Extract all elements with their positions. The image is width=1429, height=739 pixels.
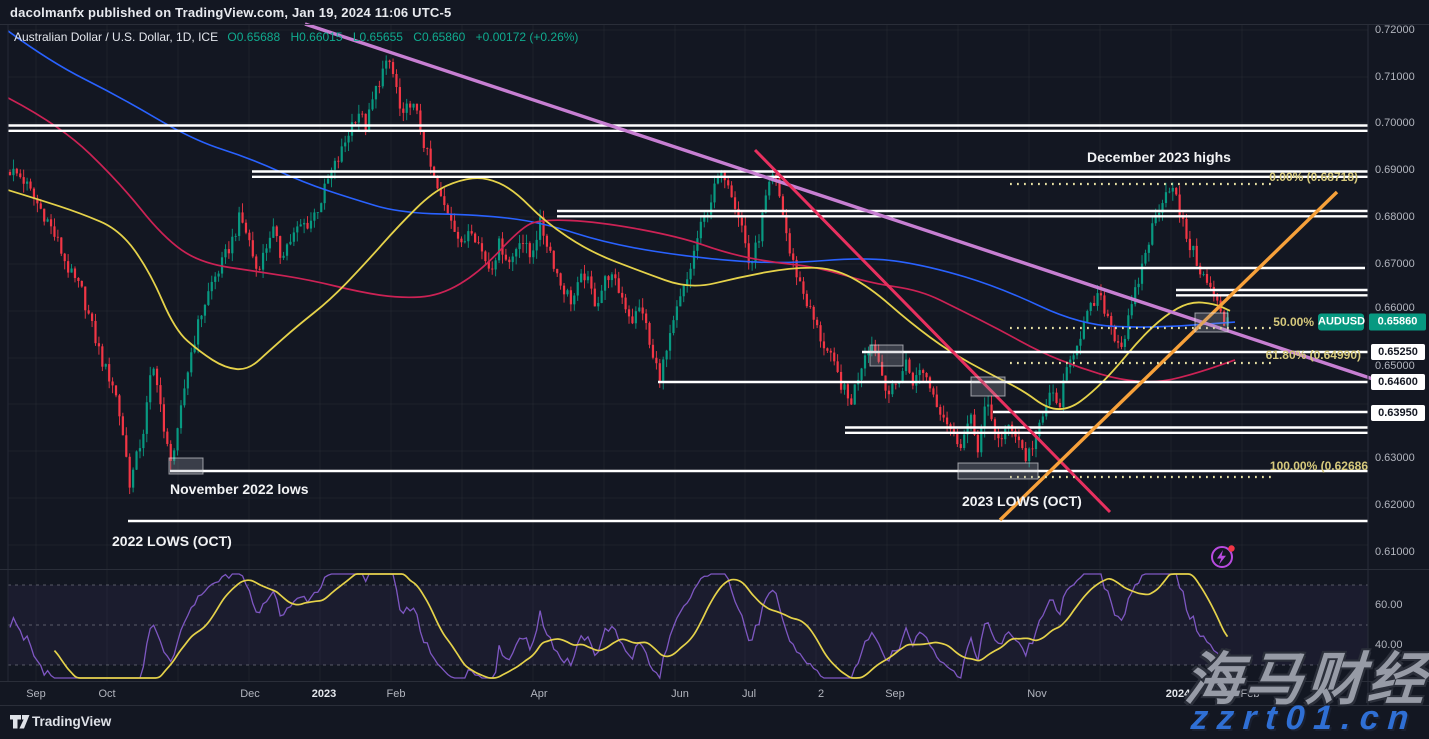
- price-axis-label: 0.68000: [1375, 211, 1415, 223]
- time-axis-label: Jul: [741, 688, 757, 700]
- time-axis-label: 2024: [1165, 688, 1191, 700]
- ohlc-open: O0.65688: [227, 30, 281, 44]
- rsi-axis-label: 60.00: [1375, 599, 1403, 611]
- highlight-boxes[interactable]: [168, 312, 1229, 480]
- timeaxis-separator: [0, 681, 1429, 682]
- price-axis-label: 0.70000: [1375, 117, 1415, 129]
- zone-box: [869, 344, 904, 367]
- rsi-ma-line: [53, 573, 1229, 679]
- price-axis-label: 0.67000: [1375, 258, 1415, 270]
- price-level-label: 0.63950: [1371, 405, 1425, 421]
- fib-label: 0.00% (0.68718): [1269, 170, 1358, 184]
- panel-separator: [0, 569, 1429, 570]
- time-axis-label: Nov: [1027, 688, 1047, 700]
- change-value: +0.00172 (+0.26%): [475, 30, 579, 44]
- zone-box: [957, 462, 1039, 480]
- time-axis-label: 2023: [311, 688, 337, 700]
- fib-label: 100.00% (0.62686: [1269, 459, 1368, 473]
- time-axis-label: Sep: [26, 688, 46, 700]
- time-axis-label: Oct: [98, 688, 116, 700]
- ma-line-red: [7, 97, 1236, 383]
- zone-box: [970, 376, 1006, 397]
- price-axis-label: 0.65000: [1375, 360, 1415, 372]
- tradingview-logo-icon[interactable]: [9, 712, 31, 732]
- time-axis-label: Feb: [386, 688, 406, 700]
- header-separator: [0, 24, 1429, 25]
- watermark-url: zzrt01.cn: [1189, 699, 1419, 737]
- ascending-support-line: [998, 190, 1339, 522]
- level-lines[interactable]: [8, 124, 1368, 523]
- fib-label: 50.00%: [1273, 315, 1314, 329]
- chart-annotation: 2023 LOWS (OCT): [962, 493, 1082, 509]
- tradingview-brand-text[interactable]: TradingView: [32, 714, 112, 729]
- ma-line-yellow: [7, 177, 1231, 410]
- ma-line-blue: [7, 30, 1236, 328]
- price-axis-label: 0.62000: [1375, 499, 1415, 511]
- zone-box: [168, 457, 204, 475]
- moving-averages: [7, 30, 1236, 410]
- chart-annotation: December 2023 highs: [1087, 149, 1231, 165]
- price-axis-label: 0.61000: [1375, 546, 1415, 558]
- ohlc-low: L0.65655: [352, 30, 403, 44]
- price-axis-label: 0.69000: [1375, 164, 1415, 176]
- ohlc-close: C0.65860: [413, 30, 466, 44]
- symbol-legend[interactable]: Australian Dollar / U.S. Dollar, 1D, ICE…: [14, 30, 585, 44]
- long-downtrend-line: [304, 22, 1398, 389]
- trendlines[interactable]: [304, 22, 1398, 522]
- time-axis-label: Dec: [240, 688, 260, 700]
- price-axis-label: 0.63000: [1375, 452, 1415, 464]
- price-level-label: 0.65250: [1371, 344, 1425, 360]
- chart-annotation: November 2022 lows: [170, 481, 309, 497]
- published-byline: dacolmanfx published on TradingView.com,…: [10, 5, 452, 20]
- time-axis-label: Apr: [530, 688, 548, 700]
- steep-downtrend-line: [753, 148, 1112, 514]
- symbol-badge: AUDUSD: [1318, 313, 1365, 331]
- last-price-label: 0.65860: [1369, 313, 1426, 331]
- price-level-label: 0.64600: [1371, 374, 1425, 390]
- rsi-axis-label: 40.00: [1375, 639, 1403, 651]
- price-axis-label: 0.72000: [1375, 24, 1415, 36]
- candlestick-series: [8, 55, 1229, 495]
- time-axis-label: Sep: [885, 688, 905, 700]
- time-axis-label: Feb: [1240, 688, 1260, 700]
- time-axis-label: Jun: [671, 688, 689, 700]
- time-axis-label: 2: [817, 688, 825, 700]
- rsi-panel: [8, 573, 1368, 680]
- footer-separator: [0, 705, 1429, 706]
- symbol-title: Australian Dollar / U.S. Dollar, 1D, ICE: [14, 30, 219, 44]
- zone-box: [1194, 312, 1229, 333]
- price-axis-label: 0.66000: [1375, 302, 1415, 314]
- price-axis-label: 0.71000: [1375, 71, 1415, 83]
- ohlc-high: H0.66015: [290, 30, 343, 44]
- chart-annotation: 2022 LOWS (OCT): [112, 533, 232, 549]
- boost-flash-icon[interactable]: [1208, 542, 1242, 572]
- fib-label: 61.80% (0.64990): [1265, 348, 1361, 362]
